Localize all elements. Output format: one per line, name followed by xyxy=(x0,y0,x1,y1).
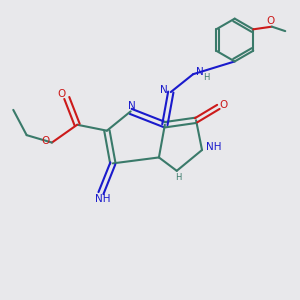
Text: N: N xyxy=(160,85,168,95)
Text: H: H xyxy=(203,73,210,82)
Text: NH: NH xyxy=(206,142,221,152)
Text: O: O xyxy=(57,88,66,98)
Text: H: H xyxy=(175,173,181,182)
Text: NH: NH xyxy=(95,194,110,204)
Text: N: N xyxy=(196,67,203,77)
Text: O: O xyxy=(267,16,275,26)
Text: N: N xyxy=(128,101,135,111)
Text: O: O xyxy=(42,136,50,146)
Text: O: O xyxy=(220,100,228,110)
